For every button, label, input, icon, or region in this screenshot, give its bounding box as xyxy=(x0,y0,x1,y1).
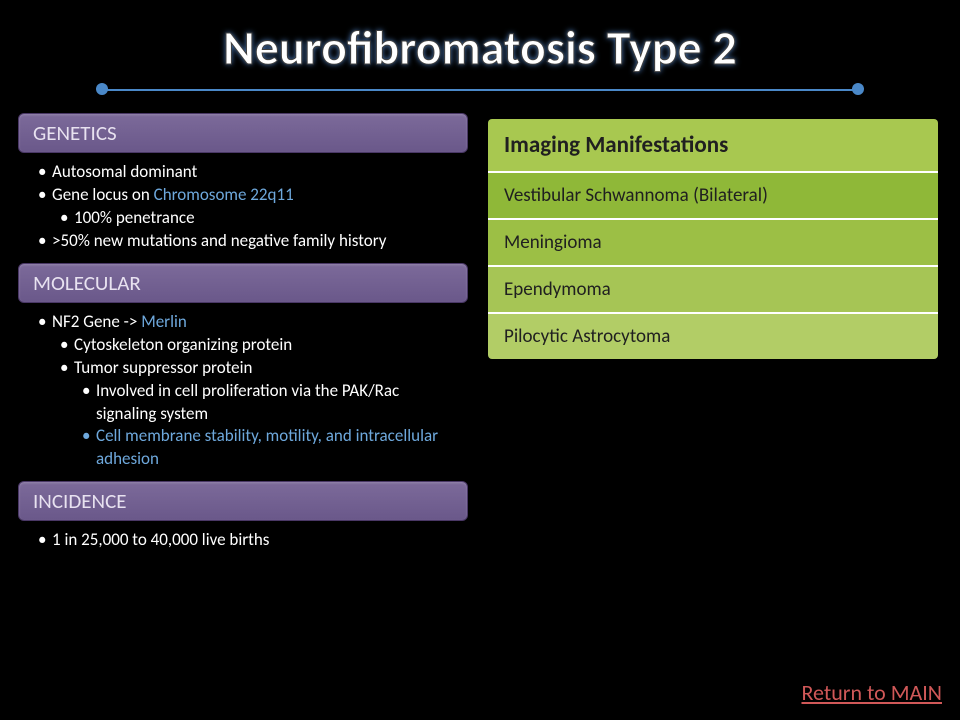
bullet-gene: NF2 Gene -> Merlin xyxy=(38,311,462,334)
incidence-header: INCIDENCE xyxy=(18,481,468,521)
imaging-row-3: Pilocytic Astrocytoma xyxy=(488,314,938,359)
gene-highlight: Merlin xyxy=(141,311,187,332)
imaging-row-2: Ependymoma xyxy=(488,267,938,314)
imaging-row-1: Meningioma xyxy=(488,220,938,267)
locus-pre: Gene locus on xyxy=(52,184,154,205)
genetics-bullets: Autosomal dominant Gene locus on Chromos… xyxy=(18,157,468,263)
return-link[interactable]: Return to MAIN xyxy=(801,679,942,706)
gene-pre: NF2 Gene -> xyxy=(52,311,141,332)
divider xyxy=(100,83,860,95)
imaging-header: Imaging Manifestations xyxy=(488,119,938,173)
left-column: GENETICS Autosomal dominant Gene locus o… xyxy=(18,113,468,562)
bullet-ad: Autosomal dominant xyxy=(38,161,462,184)
divider-line xyxy=(100,89,860,91)
bullet-membrane: Cell membrane stability, motility, and i… xyxy=(82,425,462,471)
page-title: Neurofibromatosis Type 2 xyxy=(0,0,960,77)
imaging-panel: Imaging Manifestations Vestibular Schwan… xyxy=(488,119,938,359)
right-column: Imaging Manifestations Vestibular Schwan… xyxy=(488,113,938,562)
molecular-bullets: NF2 Gene -> Merlin Cytoskeleton organizi… xyxy=(18,307,468,482)
bullet-locus: Gene locus on Chromosome 22q11 xyxy=(38,184,462,207)
divider-dot-right xyxy=(852,83,864,95)
bullet-tumor: Tumor suppressor protein xyxy=(60,357,462,380)
locus-highlight: Chromosome 22q11 xyxy=(154,184,294,205)
bullet-rate: 1 in 25,000 to 40,000 live births xyxy=(38,529,462,552)
bullet-pak: Involved in cell proliferation via the P… xyxy=(82,380,462,426)
genetics-header: GENETICS xyxy=(18,113,468,153)
imaging-row-0: Vestibular Schwannoma (Bilateral) xyxy=(488,173,938,220)
content-area: GENETICS Autosomal dominant Gene locus o… xyxy=(0,113,960,562)
incidence-bullets: 1 in 25,000 to 40,000 live births xyxy=(18,525,468,562)
molecular-header: MOLECULAR xyxy=(18,263,468,303)
bullet-cyto: Cytoskeleton organizing protein xyxy=(60,334,462,357)
bullet-mutations: >50% new mutations and negative family h… xyxy=(38,230,462,253)
bullet-penetrance: 100% penetrance xyxy=(60,207,462,230)
divider-dot-left xyxy=(96,83,108,95)
